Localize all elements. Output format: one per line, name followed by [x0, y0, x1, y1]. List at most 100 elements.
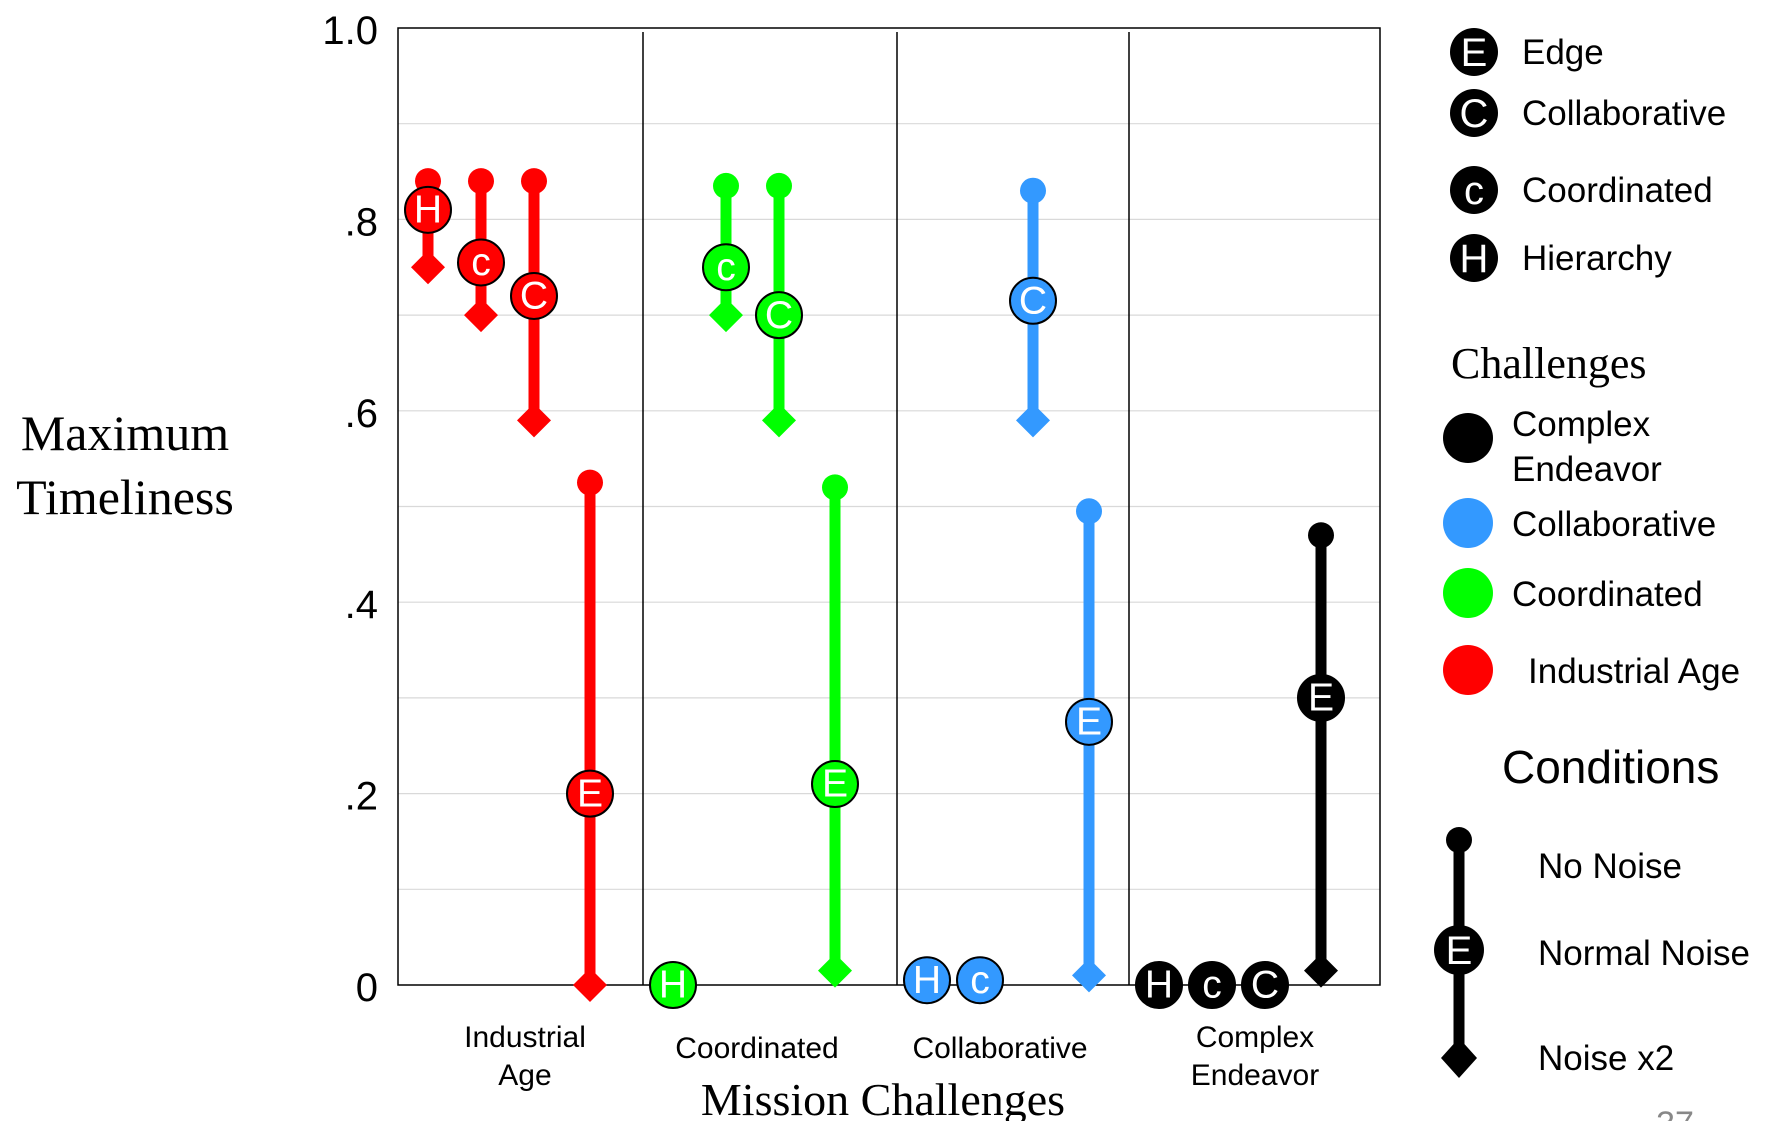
normal-noise-marker	[1297, 673, 1345, 722]
legend-challenge-item: Complex Endeavor	[1443, 405, 1662, 489]
y-tick-labels: 1.0 .8 .6 .4 .2 0	[322, 9, 378, 1010]
series-coordinated-c: c	[702, 172, 750, 333]
legend-approach-letter: E	[1461, 31, 1488, 75]
no-noise-point	[713, 172, 739, 199]
normal-noise-marker-letter: C	[1019, 279, 1047, 322]
no-noise-point	[468, 168, 494, 195]
normal-noise-marker	[649, 961, 697, 1009]
series-industrial-C: C	[510, 168, 558, 438]
y-tick-label: .8	[345, 200, 378, 244]
normal-noise-marker-letter: H	[1145, 964, 1173, 1007]
legend-challenge-label: Industrial Age	[1528, 652, 1740, 691]
noise-x2-point	[1016, 403, 1050, 438]
normal-noise-marker-letter: E	[1308, 677, 1334, 720]
legend-approach-label: Coordinated	[1522, 171, 1713, 210]
legend-approach-marker	[1450, 89, 1498, 137]
y-tick-label: .4	[345, 583, 378, 627]
legend-condition-label: No Noise	[1538, 847, 1682, 886]
normal-noise-marker	[1065, 697, 1113, 746]
normal-noise-marker-letter: E	[1076, 700, 1102, 743]
normal-noise-marker	[903, 956, 951, 1005]
noise-x2-point	[1072, 958, 1106, 993]
normal-noise-marker	[1241, 961, 1289, 1009]
axes	[397, 27, 1381, 986]
normal-noise-marker	[956, 956, 1004, 1005]
normal-noise-marker-letter: c	[716, 246, 736, 289]
y-tick-label: .2	[345, 775, 378, 819]
legend-normal-noise-marker	[1434, 925, 1484, 975]
series-collaborative-H: H	[903, 956, 951, 1005]
legend-challenge-item: Industrial Age	[1443, 645, 1740, 695]
normal-noise-marker-letter: H	[414, 188, 442, 231]
normal-noise-marker-letter: C	[1251, 964, 1279, 1007]
series-coordinated-E: E	[811, 474, 859, 988]
series-coordinated-H: H	[649, 961, 697, 1009]
y-tick-label: 1.0	[322, 9, 378, 53]
grid	[398, 123, 1380, 890]
noise-x2-point	[1304, 953, 1338, 988]
noise-x2-point	[573, 968, 607, 1002]
normal-noise-marker	[457, 238, 505, 287]
legend-approach-marker	[1450, 234, 1498, 282]
normal-noise-marker-letter: c	[471, 241, 491, 284]
normal-noise-marker-letter: c	[970, 959, 990, 1002]
x-axis-label: Mission Challenges	[701, 1074, 1065, 1121]
normal-noise-marker	[566, 769, 614, 818]
normal-noise-marker-letter: c	[1202, 964, 1222, 1007]
legend-challenge-label: Coordinated	[1512, 575, 1703, 614]
series-industrial-c: c	[457, 168, 505, 333]
legend-approach-marker	[1450, 166, 1498, 214]
legend-challenges-title: Challenges	[1451, 339, 1647, 388]
y-axis-label: Maximum	[21, 405, 229, 461]
series-industrial-H: H	[404, 168, 452, 285]
legend-challenge-item: Coordinated	[1443, 568, 1703, 618]
legend-condition-glyph: E	[1434, 827, 1484, 1078]
normal-noise-marker	[702, 243, 750, 292]
legend-approach-letter: c	[1464, 169, 1484, 213]
legend-approach-item: H Hierarchy	[1450, 234, 1672, 282]
noise-x2-point	[517, 403, 551, 438]
normal-noise-marker-letter: H	[659, 964, 687, 1007]
legend-challenge-item: Collaborative	[1443, 498, 1716, 548]
normal-noise-marker	[510, 271, 558, 320]
legend-approach-label: Hierarchy	[1522, 239, 1672, 278]
no-noise-point	[1308, 522, 1334, 549]
legend-noise-x2-point	[1441, 1038, 1477, 1078]
legend-condition-label: Normal Noise	[1538, 934, 1750, 973]
x-category-label: Coordinated	[675, 1032, 838, 1065]
series-complex-E: E	[1297, 522, 1345, 988]
normal-noise-marker-letter: H	[913, 959, 941, 1002]
legend-conditions-title: Conditions	[1502, 741, 1719, 793]
legend-approach-item: c Coordinated	[1450, 166, 1713, 214]
legend-challenge-swatch	[1443, 645, 1493, 695]
page-number: 37	[1656, 1105, 1694, 1121]
y-axis-label: Timeliness	[16, 469, 234, 525]
x-category-label: Age	[498, 1059, 551, 1092]
no-noise-point	[577, 469, 603, 496]
normal-noise-marker-letter: C	[520, 275, 548, 318]
series-collaborative-c: c	[956, 956, 1004, 1005]
legend-approach-item: C Collaborative	[1450, 89, 1726, 137]
series-coordinated-C: C	[755, 172, 803, 438]
legend: E Edge C Collaborative c Coordinated H Hierarch…	[1434, 28, 1750, 1121]
legend-approach-marker	[1450, 28, 1498, 76]
no-noise-point	[1076, 498, 1102, 525]
legend-challenge-label: Endeavor	[1512, 450, 1662, 489]
noise-x2-point	[411, 250, 445, 285]
series-complex-H: H	[1135, 961, 1183, 1009]
normal-noise-marker	[811, 760, 859, 809]
series-collaborative-E: E	[1065, 498, 1113, 993]
series-industrial-E: E	[566, 469, 614, 1002]
normal-noise-marker	[1188, 961, 1236, 1009]
legend-approach-letter: C	[1460, 92, 1489, 136]
no-noise-point	[766, 172, 792, 199]
normal-noise-marker	[1009, 276, 1057, 325]
normal-noise-marker-letter: C	[765, 294, 793, 337]
legend-approach-label: Edge	[1522, 33, 1604, 72]
y-tick-label: 0	[356, 966, 378, 1010]
x-category-label: Complex	[1196, 1021, 1314, 1054]
normal-noise-marker	[404, 185, 452, 234]
legend-challenge-label: Complex	[1512, 405, 1651, 444]
